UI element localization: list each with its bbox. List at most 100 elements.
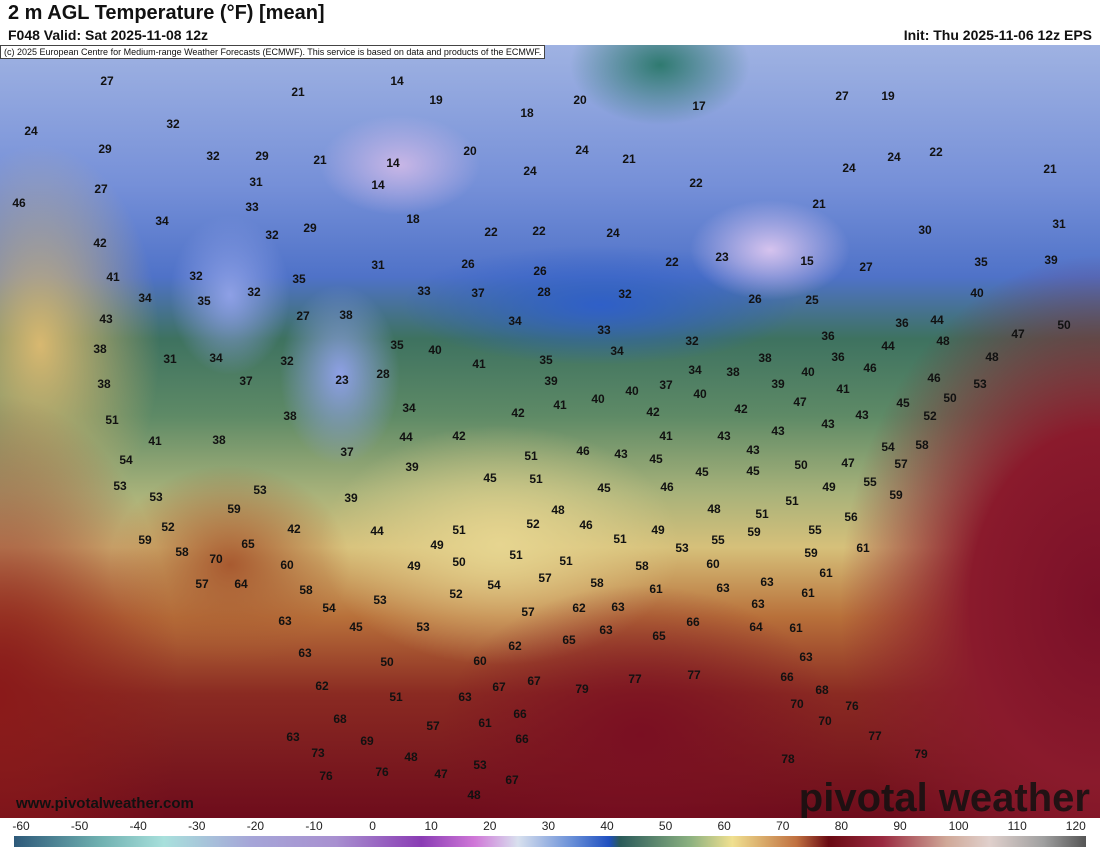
- temperature-label: 34: [508, 314, 522, 328]
- temperature-label: 39: [1044, 253, 1058, 267]
- temperature-label: 42: [93, 236, 107, 250]
- temperature-label: 51: [755, 507, 769, 521]
- temperature-label: 63: [716, 581, 730, 595]
- temperature-label: 51: [509, 548, 523, 562]
- temperature-label: 53: [253, 483, 267, 497]
- temperature-label: 63: [278, 614, 292, 628]
- temperature-label: 66: [513, 707, 527, 721]
- temperature-label: 18: [520, 106, 534, 120]
- temperature-label: 68: [333, 712, 347, 726]
- temperature-label: 18: [406, 212, 420, 226]
- colorbar-tick-label: 120: [1065, 819, 1086, 833]
- temperature-label: 34: [155, 214, 169, 228]
- temperature-label: 70: [790, 697, 804, 711]
- temperature-label: 46: [927, 371, 941, 385]
- temperature-label: 40: [591, 392, 605, 406]
- colorbar-tick-label: -30: [188, 819, 206, 833]
- temperature-label: 32: [247, 285, 261, 299]
- colorbar-tick-label: 10: [424, 819, 438, 833]
- temperature-label: 61: [801, 586, 815, 600]
- temperature-label: 28: [537, 285, 551, 299]
- temperature-label: 39: [405, 460, 419, 474]
- temperature-label: 43: [855, 408, 869, 422]
- temperature-label: 20: [463, 144, 477, 158]
- temperature-label: 17: [692, 99, 706, 113]
- temperature-label: 39: [771, 377, 785, 391]
- temperature-label: 63: [458, 690, 472, 704]
- temperature-label: 41: [553, 398, 567, 412]
- temperature-label: 35: [390, 338, 404, 352]
- temperature-label: 45: [695, 465, 709, 479]
- temperature-label: 37: [471, 286, 485, 300]
- temperature-label: 48: [551, 503, 565, 517]
- colorbar-tick-label: -20: [246, 819, 265, 833]
- temperature-label: 57: [426, 719, 440, 733]
- temperature-label: 44: [930, 313, 944, 327]
- temperature-label: 79: [575, 682, 589, 696]
- temperature-label: 51: [785, 494, 799, 508]
- temperature-label: 51: [529, 472, 543, 486]
- temperature-label: 45: [483, 471, 497, 485]
- colorbar-tick-label: -60: [12, 819, 30, 833]
- colorbar-tick-label: 20: [483, 819, 497, 833]
- temperature-label: 43: [771, 424, 785, 438]
- temperature-label: 38: [726, 365, 740, 379]
- colorbar-tick-label: 80: [834, 819, 849, 833]
- colorbar-tick-label: 50: [658, 819, 673, 833]
- temperature-label: 15: [800, 254, 814, 268]
- temperature-label: 31: [249, 175, 263, 189]
- temperature-label: 50: [794, 458, 808, 472]
- colorbar-tick-label: -50: [70, 819, 89, 833]
- temperature-label: 59: [889, 488, 903, 502]
- temperature-label: 46: [863, 361, 877, 375]
- temperature-label: 35: [197, 294, 211, 308]
- temperature-label: 55: [711, 533, 725, 547]
- temperature-label: 58: [635, 559, 649, 573]
- temperature-label: 60: [706, 557, 720, 571]
- temperature-label: 34: [138, 291, 152, 305]
- temperature-label: 31: [1052, 217, 1066, 231]
- temperature-label: 60: [473, 654, 487, 668]
- temperature-label: 40: [970, 286, 984, 300]
- temperature-label: 57: [195, 577, 209, 591]
- temperature-label: 46: [579, 518, 593, 532]
- temperature-label: 49: [407, 559, 421, 573]
- temperature-label: 33: [417, 284, 431, 298]
- temperature-label: 59: [138, 533, 152, 547]
- temperature-label: 22: [689, 176, 703, 190]
- temperature-label: 76: [845, 699, 859, 713]
- colorbar-tick-label: 30: [541, 819, 556, 833]
- temperature-label: 30: [918, 223, 932, 237]
- temperature-label: 42: [452, 429, 466, 443]
- temperature-label: 53: [973, 377, 987, 391]
- temperature-label: 58: [590, 576, 604, 590]
- temperature-label: 14: [371, 178, 385, 192]
- temperature-label: 14: [386, 156, 400, 170]
- temperature-label: 14: [390, 74, 404, 88]
- temperature-label: 77: [868, 729, 882, 743]
- temperature-label: 66: [515, 732, 529, 746]
- temperature-label: 44: [370, 524, 384, 538]
- temperature-label: 44: [399, 430, 413, 444]
- temperature-label: 55: [863, 475, 877, 489]
- temperature-label: 49: [651, 523, 665, 537]
- temperature-label: 67: [492, 680, 506, 694]
- temperature-label: 73: [311, 746, 325, 760]
- temperature-label: 53: [113, 479, 127, 493]
- temperature-label: 51: [452, 523, 466, 537]
- temperature-label: 62: [315, 679, 329, 693]
- temperature-label: 27: [296, 309, 310, 323]
- temperature-label: 57: [538, 571, 552, 585]
- temperature-label: 53: [675, 541, 689, 555]
- temperature-label: 63: [286, 730, 300, 744]
- temperature-label: 32: [280, 354, 294, 368]
- temperature-label: 61: [789, 621, 803, 635]
- temperature-label: 26: [748, 292, 762, 306]
- temperature-label: 32: [206, 149, 220, 163]
- temperature-label: 47: [793, 395, 807, 409]
- temperature-map: (c) 2025 European Centre for Medium-rang…: [0, 45, 1100, 818]
- temperature-label: 65: [241, 537, 255, 551]
- temperature-label: 45: [349, 620, 363, 634]
- init-time: Init: Thu 2025-11-06 12z EPS: [903, 27, 1092, 43]
- temperature-label: 58: [175, 545, 189, 559]
